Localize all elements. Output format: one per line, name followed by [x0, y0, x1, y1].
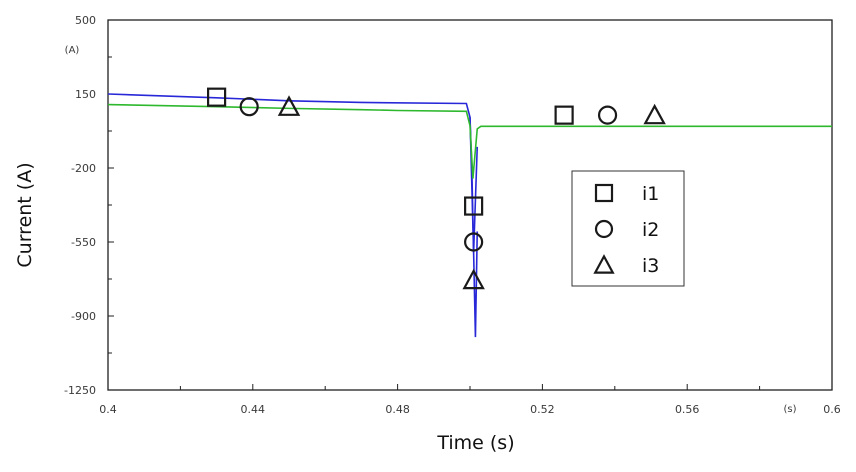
legend-square-icon: [594, 183, 614, 203]
y-tick-label: 150: [75, 88, 96, 101]
y-tick-label: -900: [71, 310, 96, 323]
x-tick-label: 0.48: [385, 403, 410, 416]
legend-label-i3: i3: [642, 255, 659, 277]
y-unit-label: (A): [65, 45, 80, 56]
marker-i3-triangle: [643, 103, 666, 125]
marker-i2-circle: [597, 105, 618, 125]
series-line-i2: [469, 117, 479, 253]
y-tick-label: 500: [75, 14, 96, 27]
marker-i3-triangle: [277, 95, 301, 116]
x-unit-label: (s): [783, 404, 796, 415]
y-tick-label: -550: [71, 236, 96, 249]
plot-frame: [107, 19, 833, 391]
x-tick-label: 0.52: [530, 403, 555, 416]
series-line-i3: [107, 103, 832, 179]
legend: i1 i2 i3: [571, 170, 685, 287]
marker-i1-square: [207, 87, 227, 107]
y-tick-label: -200: [71, 162, 96, 175]
legend-triangle-icon: [593, 254, 615, 274]
x-tick-label: 0.4: [99, 403, 117, 416]
x-tick-label: 0.56: [675, 403, 700, 416]
marker-i2-circle: [239, 97, 259, 117]
legend-circle-icon: [594, 219, 614, 239]
y-axis-title: Current (A): [14, 162, 36, 267]
legend-label-i2: i2: [642, 219, 659, 241]
series-line-i1: [107, 93, 479, 338]
x-axis-title: Time (s): [436, 432, 514, 454]
marker-i3-triangle: [462, 268, 485, 290]
marker-i1-square: [554, 105, 574, 125]
marker-i1-square: [464, 196, 484, 216]
legend-label-i1: i1: [642, 183, 659, 205]
marker-i2-circle: [464, 232, 484, 252]
series-markers: [207, 87, 666, 290]
x-tick-label: 0.44: [241, 403, 266, 416]
x-tick-label: 0.6: [823, 403, 841, 416]
legend-box: [571, 170, 685, 287]
y-tick-label: -1250: [64, 384, 96, 397]
axes: 0.4 0.44 0.48 0.52 0.56 0.6 (s) 500 150 -200 -550 -…: [14, 14, 841, 454]
